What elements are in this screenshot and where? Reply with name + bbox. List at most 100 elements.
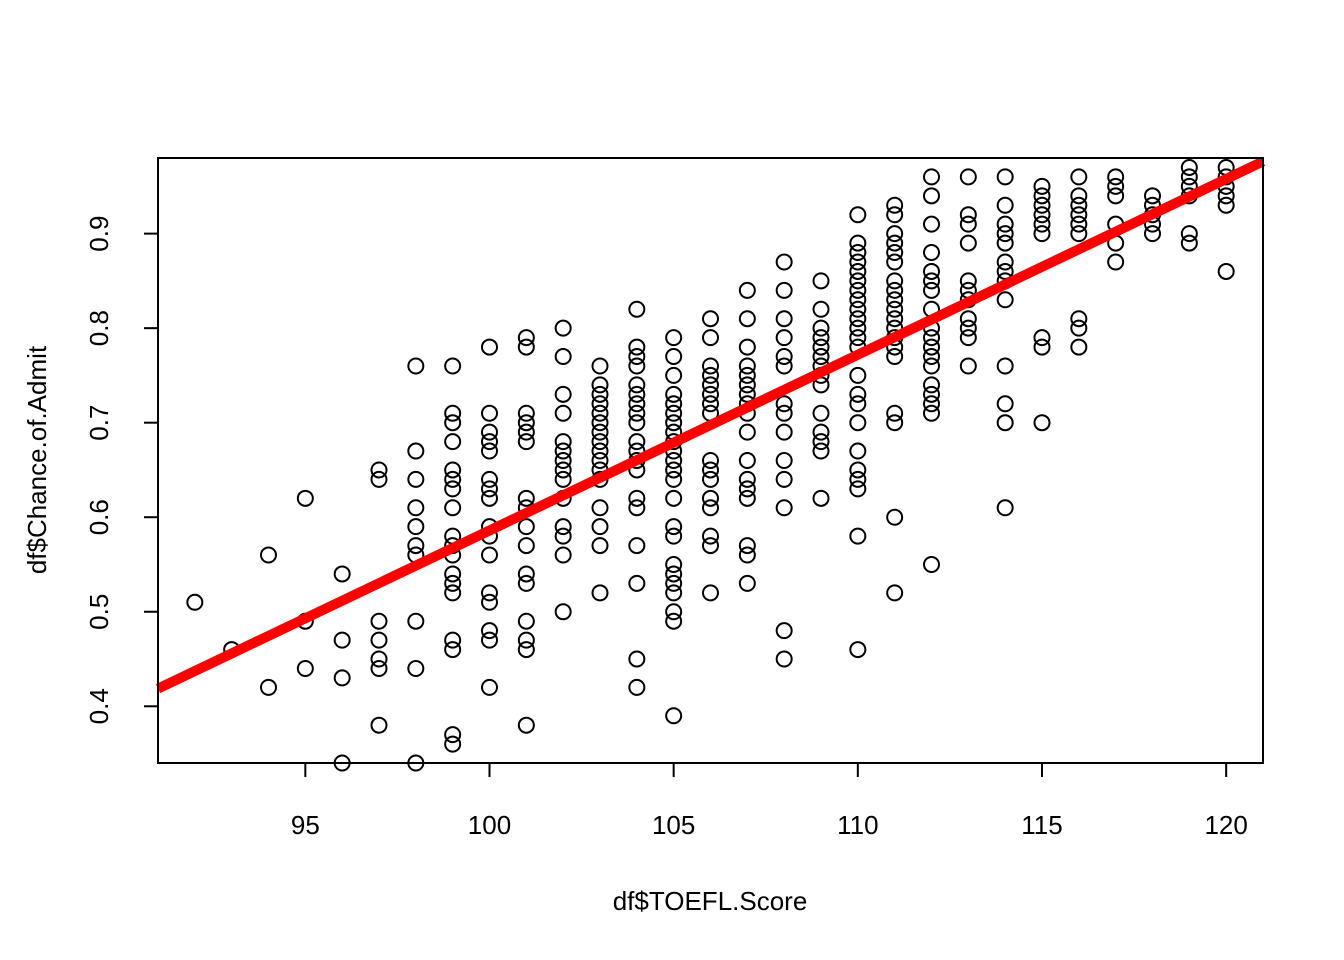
data-point (628, 414, 646, 432)
data-point (775, 310, 793, 328)
data-point (738, 366, 756, 384)
data-point (591, 404, 609, 422)
data-point (481, 423, 498, 441)
data-point (775, 470, 793, 488)
data-point (849, 291, 867, 309)
data-point (407, 612, 425, 630)
data-point (1107, 177, 1125, 195)
data-point (370, 470, 388, 488)
data-point (886, 253, 904, 271)
data-point (481, 489, 498, 507)
data-point (517, 716, 535, 734)
y-tick-label: 0.7 (84, 405, 114, 441)
data-point (296, 659, 314, 677)
data-point (186, 593, 204, 611)
x-axis-title: df$TOEFL.Score (613, 886, 808, 916)
data-point (665, 366, 683, 384)
data-point (554, 527, 572, 545)
data-point (1033, 206, 1051, 224)
data-point (886, 414, 904, 432)
data-point (591, 423, 609, 441)
data-point (1217, 262, 1235, 280)
data-point (296, 489, 314, 507)
data-point (554, 348, 572, 366)
data-point (923, 329, 940, 347)
data-point (628, 300, 646, 318)
data-point (923, 338, 940, 356)
data-point (775, 253, 793, 271)
data-point (260, 546, 277, 564)
data-point (849, 244, 867, 262)
data-point (886, 281, 904, 299)
data-point (849, 527, 867, 545)
data-point (407, 470, 425, 488)
data-point (481, 631, 498, 649)
data-point (628, 650, 646, 668)
x-tick-label: 95 (291, 810, 320, 840)
x-tick-label: 100 (468, 810, 511, 840)
data-point (849, 234, 867, 252)
data-point (849, 300, 867, 318)
data-point (481, 404, 498, 422)
data-point (886, 206, 904, 224)
data-point (591, 452, 609, 469)
data-point (481, 584, 498, 602)
data-point (886, 584, 904, 602)
data-point (812, 348, 830, 366)
data-point (1180, 158, 1198, 176)
data-point (665, 603, 683, 621)
data-point (444, 480, 462, 498)
data-point (849, 272, 867, 290)
data-point (959, 168, 977, 186)
data-point (628, 348, 646, 366)
data-point (702, 329, 719, 347)
data-point (665, 527, 683, 545)
data-point (996, 357, 1014, 375)
data-point (812, 442, 830, 460)
data-point (628, 489, 646, 507)
data-point (1070, 310, 1088, 328)
data-point (554, 385, 572, 403)
regression-line (155, 156, 1266, 694)
data-point (996, 253, 1014, 271)
data-point (370, 461, 388, 479)
data-point (444, 641, 462, 659)
data-point (959, 310, 977, 328)
data-point (959, 357, 977, 375)
data-point (923, 395, 940, 413)
data-point (923, 281, 940, 299)
data-point (775, 452, 793, 469)
data-point (996, 499, 1014, 517)
data-point (407, 659, 425, 677)
data-point (517, 414, 535, 432)
data-point (481, 546, 498, 564)
data-point (517, 612, 535, 630)
data-point (923, 187, 940, 205)
data-point (923, 376, 940, 394)
data-point (775, 423, 793, 441)
data-point (554, 433, 572, 451)
data-point (444, 357, 462, 375)
data-point (812, 300, 830, 318)
data-point (481, 622, 498, 640)
data-point (1070, 338, 1088, 356)
x-tick-label: 105 (652, 810, 695, 840)
x-tick-label: 115 (1021, 810, 1062, 840)
data-point (849, 366, 867, 384)
data-point (702, 385, 719, 403)
data-point (849, 329, 867, 347)
data-point (665, 518, 683, 536)
data-point (702, 470, 719, 488)
data-point (1033, 215, 1051, 233)
data-point (444, 433, 462, 451)
data-point (849, 385, 867, 403)
data-point (481, 338, 498, 356)
data-point (481, 433, 498, 451)
data-point (812, 329, 830, 347)
data-point (481, 470, 498, 488)
data-point (738, 310, 756, 328)
data-point (738, 537, 756, 555)
data-point (333, 565, 351, 583)
data-point (407, 537, 425, 555)
data-point (481, 480, 498, 498)
